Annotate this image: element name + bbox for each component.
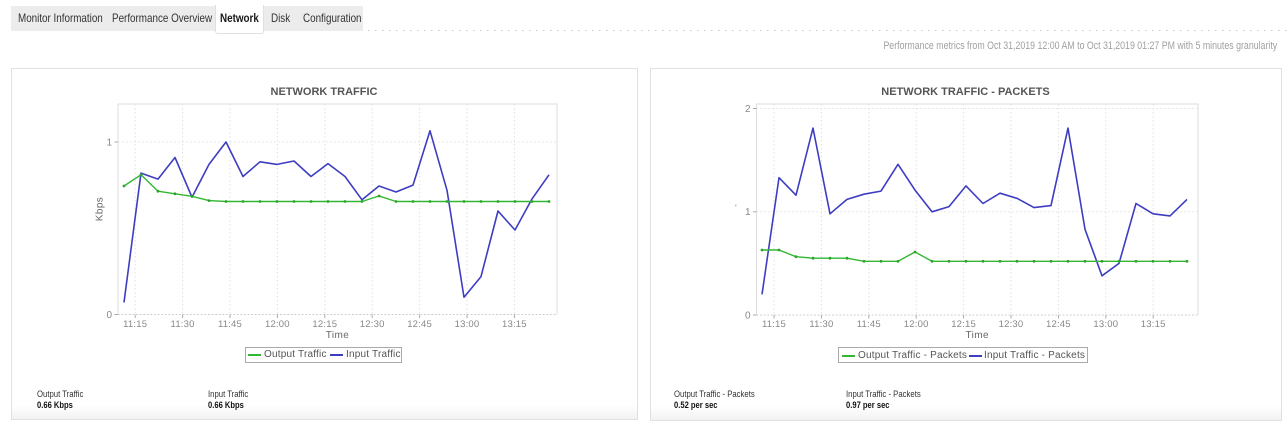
svg-text:12:15: 12:15 bbox=[312, 319, 337, 330]
svg-text:11:45: 11:45 bbox=[857, 319, 881, 330]
svg-text:12:30: 12:30 bbox=[360, 319, 385, 330]
svg-text:13:00: 13:00 bbox=[1093, 319, 1118, 330]
svg-text:12:15: 12:15 bbox=[951, 319, 976, 330]
svg-text:11:30: 11:30 bbox=[171, 319, 195, 330]
svg-text:Kbps: Kbps bbox=[95, 197, 106, 221]
svg-text:12:45: 12:45 bbox=[1046, 319, 1071, 330]
svg-text:11:45: 11:45 bbox=[218, 319, 242, 330]
svg-text:1: 1 bbox=[745, 207, 751, 218]
svg-text:11:30: 11:30 bbox=[809, 319, 833, 330]
svg-text:13:00: 13:00 bbox=[455, 319, 480, 330]
svg-text:1: 1 bbox=[106, 138, 112, 149]
svg-text:Time: Time bbox=[326, 330, 349, 341]
svg-text:13:15: 13:15 bbox=[1141, 319, 1166, 330]
svg-text:12:00: 12:00 bbox=[904, 319, 929, 330]
svg-text:12:30: 12:30 bbox=[999, 319, 1024, 330]
svg-text:12:00: 12:00 bbox=[265, 319, 290, 330]
svg-text:11:15: 11:15 bbox=[762, 319, 786, 330]
svg-text:11:15: 11:15 bbox=[123, 319, 147, 330]
svg-text:2: 2 bbox=[745, 104, 751, 115]
svg-text:0: 0 bbox=[745, 311, 751, 322]
svg-text:0: 0 bbox=[106, 310, 112, 321]
svg-text:Time: Time bbox=[965, 330, 988, 341]
svg-text:13:15: 13:15 bbox=[502, 319, 527, 330]
svg-text:12:45: 12:45 bbox=[407, 319, 432, 330]
